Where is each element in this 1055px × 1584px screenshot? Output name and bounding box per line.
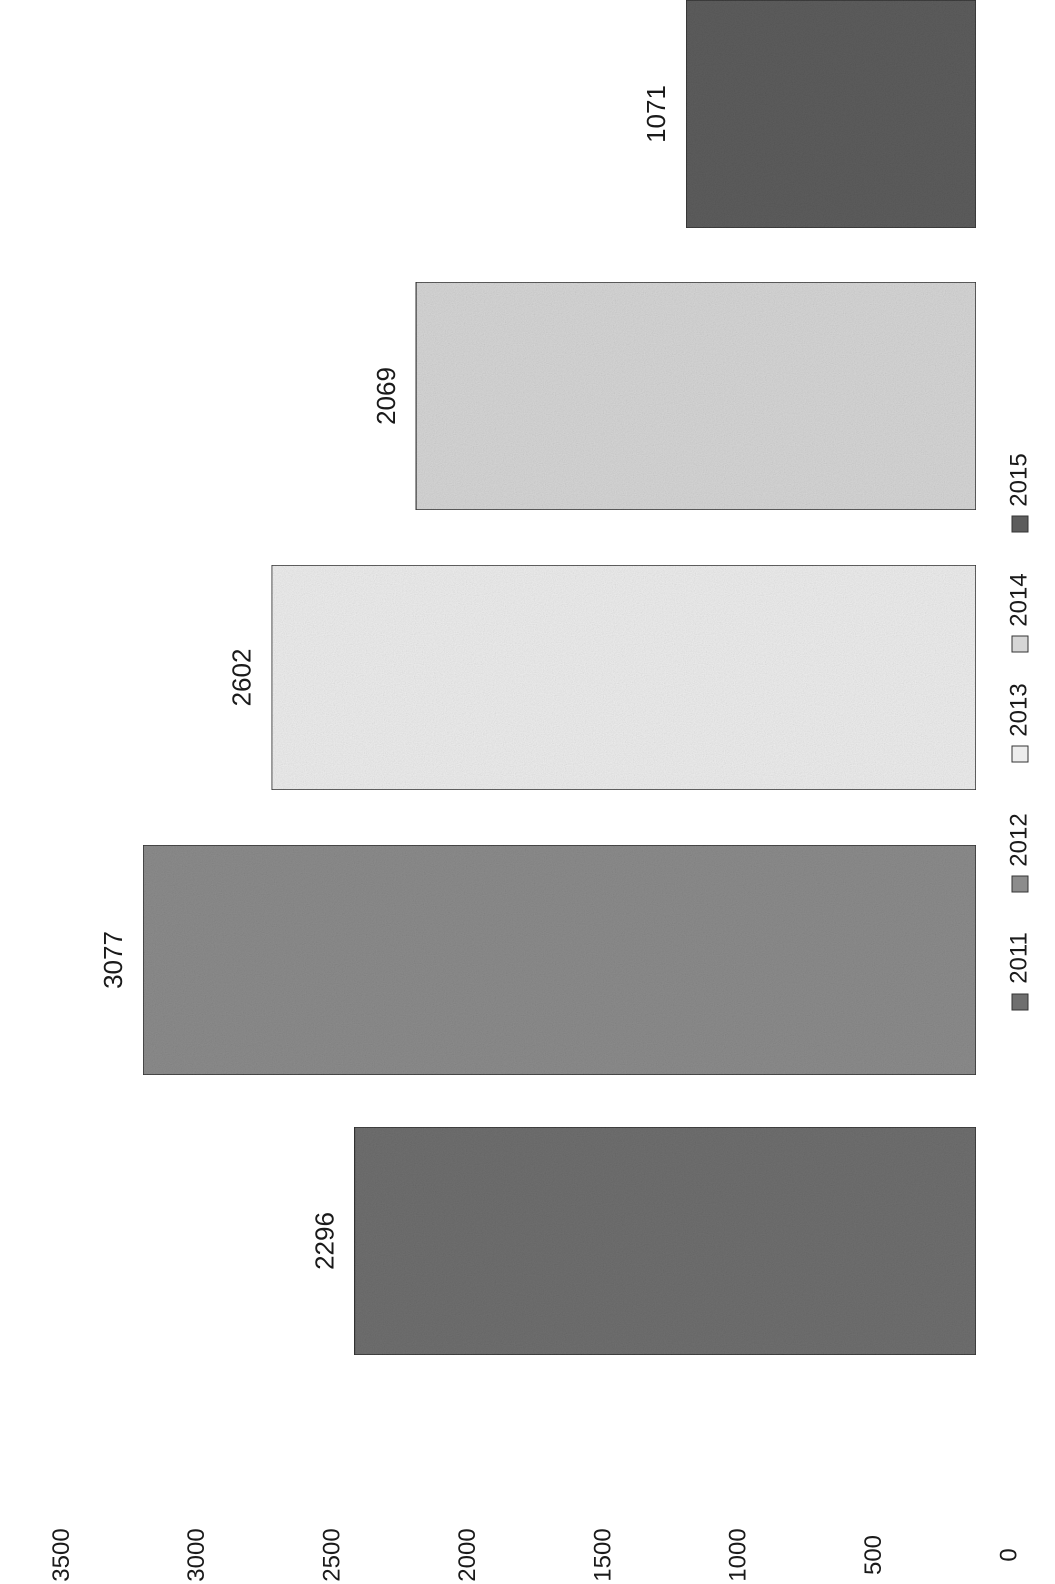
data-labels-group: 2296 3077 2602 2069 1071 (98, 85, 671, 1270)
legend-swatch-2014 (1011, 635, 1029, 653)
y-tick-label: 1500 (589, 1528, 616, 1581)
y-axis-tick-labels: 0 500 1000 1500 2000 2500 3000 3500 (48, 1528, 1023, 1581)
plot-area: 0 500 1000 1500 2000 2500 3000 3500 2296 3077 260… (48, 0, 1032, 1582)
data-label-2011: 2296 (309, 1212, 339, 1270)
y-tick-label: 2000 (454, 1528, 481, 1581)
bar-2015 (685, 0, 977, 229)
legend-label-2011: 2011 (1005, 932, 1032, 984)
data-label-2012: 3077 (98, 931, 128, 989)
bar-2013 (270, 564, 977, 791)
legend-swatch-2015 (1011, 515, 1029, 533)
y-tick-label: 2500 (319, 1528, 346, 1581)
legend-swatch-2011 (1011, 993, 1029, 1011)
bars-group (142, 0, 977, 1356)
y-tick-label: 3000 (183, 1528, 210, 1581)
bar-2014 (415, 281, 977, 511)
legend-swatch-2012 (1011, 875, 1029, 893)
legend-label-2014: 2014 (1005, 573, 1032, 626)
data-label-2015: 1071 (641, 85, 671, 143)
legend: 2011 2012 2013 2014 2015 (1005, 453, 1032, 1011)
data-label-2014: 2069 (371, 367, 401, 425)
bar-2012 (142, 844, 977, 1076)
bar-2011 (353, 1126, 977, 1356)
y-tick-label: 3500 (48, 1528, 75, 1581)
legend-label-2013: 2013 (1005, 683, 1032, 736)
y-tick-label: 500 (860, 1535, 887, 1575)
legend-label-2015: 2015 (1005, 453, 1032, 506)
legend-swatch-2013 (1011, 745, 1029, 763)
y-tick-label: 0 (995, 1548, 1022, 1561)
data-label-2013: 2602 (226, 649, 256, 707)
legend-label-2012: 2012 (1005, 813, 1032, 866)
y-tick-label: 1000 (725, 1528, 752, 1581)
